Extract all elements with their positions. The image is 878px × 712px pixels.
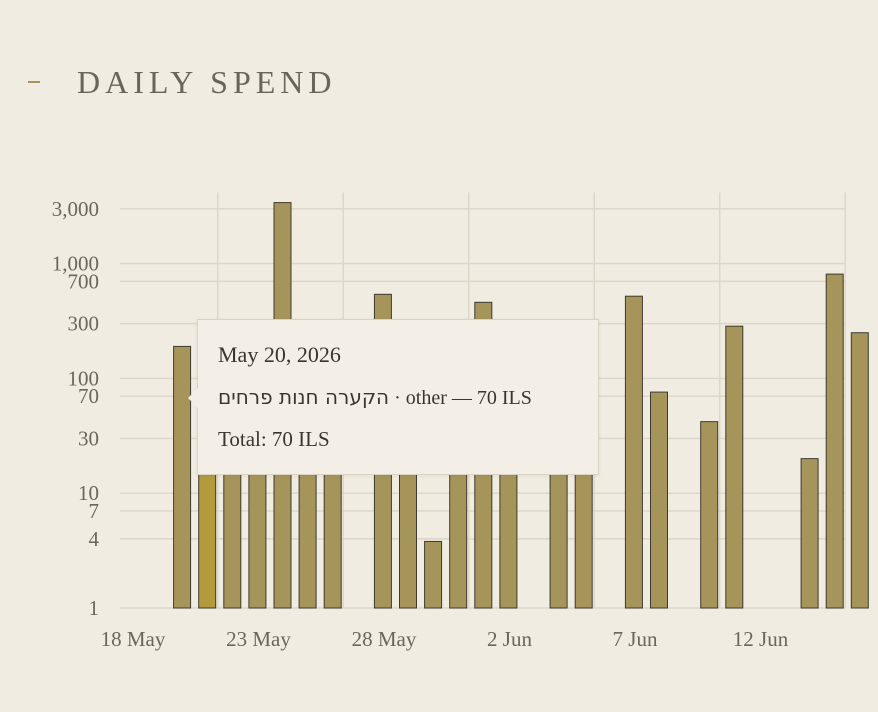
tooltip-date: May 20, 2026 (218, 342, 341, 367)
x-tick-label: 23 May (226, 627, 291, 651)
bar-2026-06-13[interactable] (800, 458, 819, 609)
y-tick-label: 100 (68, 366, 100, 390)
bar-2026-06-09[interactable] (700, 421, 719, 609)
x-tick-label: 12 Jun (733, 627, 789, 651)
chart-header: DAILY SPEND (28, 62, 337, 102)
tooltip-merchant: הקערה חנות פרחים (218, 385, 390, 409)
bar-2026-06-14[interactable] (825, 273, 844, 609)
bars (173, 202, 869, 609)
y-tick-label: 700 (68, 269, 100, 293)
x-tick-label: 2 Jun (487, 627, 532, 651)
chart-tooltip: May 20, 2026 הקערה חנות פרחים · other — … (188, 319, 599, 475)
bar-2026-06-07[interactable] (650, 391, 668, 609)
y-tick-label: 1 (89, 596, 100, 620)
y-tick-label: 30 (78, 426, 99, 450)
y-tick-label: 10 (78, 481, 99, 505)
x-tick-label: 28 May (352, 627, 417, 651)
y-tick-label: 300 (68, 312, 100, 336)
y-tick-label: 70 (78, 384, 99, 408)
x-tick-label: 18 May (101, 627, 166, 651)
page-title: DAILY SPEND (77, 63, 337, 100)
bar-2026-05-19[interactable] (173, 345, 192, 609)
bar-2026-06-06[interactable] (624, 295, 643, 609)
tooltip-total: Total: 70 ILS (218, 427, 330, 451)
x-axis-labels: 18 May 23 May 28 May 2 Jun 7 Jun 12 Jun (101, 627, 789, 651)
bar-2026-06-15[interactable] (850, 332, 869, 609)
x-tick-label: 7 Jun (613, 627, 658, 651)
tooltip-entry: הקערה חנות פרחים · other — 70 ILS (218, 382, 578, 412)
title-dash-icon (28, 81, 40, 83)
bar-2026-06-10[interactable] (725, 325, 744, 609)
y-tick-label: 4 (89, 527, 100, 551)
tooltip-detail: · other — 70 ILS (389, 387, 532, 409)
bar-2026-05-29[interactable] (424, 540, 443, 609)
y-tick-label: 3,000 (52, 197, 99, 221)
y-tick-label: 1,000 (52, 252, 99, 276)
y-tick-label: 7 (89, 499, 100, 523)
